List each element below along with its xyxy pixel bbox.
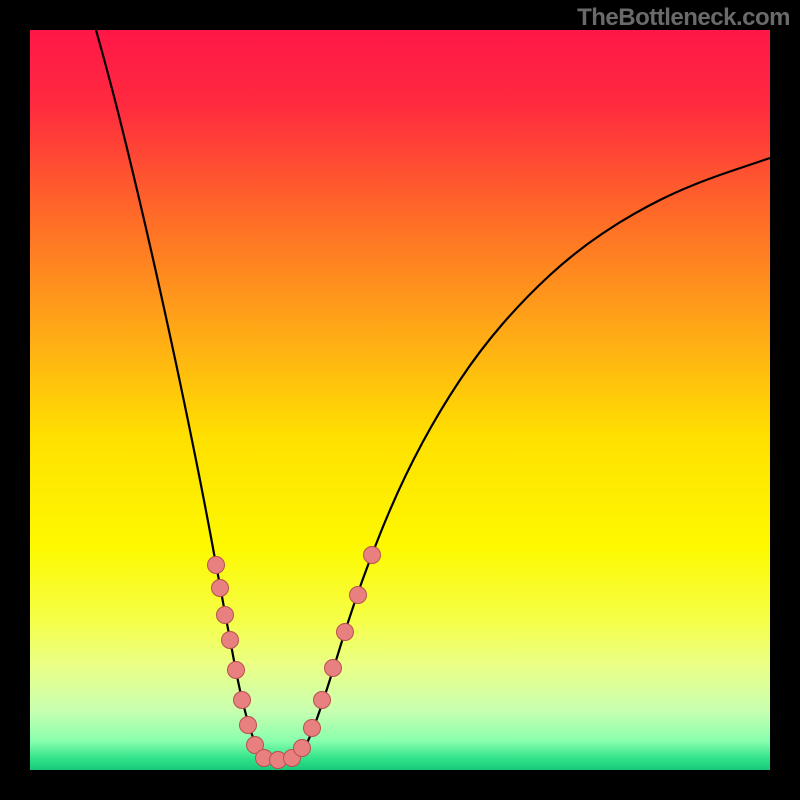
data-marker (325, 660, 342, 677)
data-marker (240, 717, 257, 734)
data-marker (314, 692, 331, 709)
data-marker (222, 632, 239, 649)
data-marker (228, 662, 245, 679)
data-marker (234, 692, 251, 709)
data-marker (364, 547, 381, 564)
gradient-plot-area (30, 30, 770, 770)
data-marker (208, 557, 225, 574)
data-marker (337, 624, 354, 641)
data-marker (294, 740, 311, 757)
bottleneck-chart (0, 0, 800, 800)
data-marker (350, 587, 367, 604)
data-marker (217, 607, 234, 624)
watermark-text: TheBottleneck.com (577, 4, 790, 32)
data-marker (304, 720, 321, 737)
data-marker (212, 580, 229, 597)
